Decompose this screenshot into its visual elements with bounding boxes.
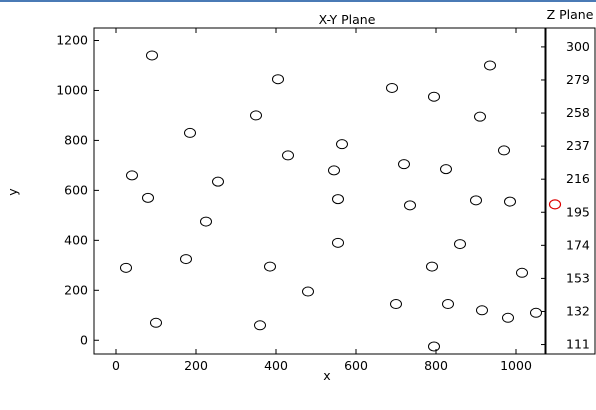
data-point (470, 195, 482, 206)
z-tick-label: 174 (566, 237, 590, 252)
data-point (504, 196, 516, 207)
xy-axes: 0 200 400 600 800 1000 0 200 400 600 800 1000 1200 (56, 28, 532, 373)
data-point (476, 305, 488, 316)
data-point (336, 139, 348, 150)
y-tick-label: 600 (64, 182, 88, 197)
data-point (264, 261, 276, 272)
z-title: Z Plane (547, 7, 594, 22)
data-point (150, 317, 162, 328)
xy-plot-frame (93, 27, 547, 355)
data-point (328, 165, 340, 176)
data-point (120, 262, 132, 273)
z-points (548, 199, 562, 210)
y-tick-label: 0 (80, 332, 88, 347)
data-point (530, 307, 542, 318)
y-tick-label: 800 (64, 132, 88, 147)
x-tick-label: 600 (344, 358, 368, 373)
data-point (516, 267, 528, 278)
window-top-border (0, 0, 596, 2)
data-point (250, 110, 262, 121)
data-point (454, 239, 466, 250)
z-axes: 300 279 258 237 216 195 174 153 132 111 (541, 39, 590, 352)
xy-title: X-Y Plane (319, 12, 376, 27)
z-plot-frame (544, 27, 596, 355)
x-tick-label: 0 (112, 358, 120, 373)
y-tick-label: 200 (64, 282, 88, 297)
z-tick-label: 132 (566, 303, 590, 318)
data-point (180, 254, 192, 265)
x-tick-label: 200 (184, 358, 208, 373)
data-point (212, 176, 224, 187)
data-point (426, 261, 438, 272)
data-point (440, 164, 452, 175)
data-point (142, 192, 154, 203)
z-tick-label: 258 (566, 105, 590, 120)
data-point (428, 341, 440, 352)
data-point (272, 74, 284, 85)
data-point (502, 312, 514, 323)
data-point (146, 50, 158, 61)
data-point (200, 216, 212, 227)
z-tick-label: 153 (566, 270, 590, 285)
x-axis-label: x (323, 368, 330, 383)
data-point (404, 200, 416, 211)
z-tick-label: 216 (566, 171, 590, 186)
z-tick-label: 237 (566, 138, 590, 153)
y-axis-label: y (5, 188, 20, 196)
data-point (282, 150, 294, 161)
data-point (332, 194, 344, 205)
data-point (398, 159, 410, 170)
data-point (474, 111, 486, 122)
data-point (302, 286, 314, 297)
data-point (184, 127, 196, 138)
data-point (442, 299, 454, 310)
data-point (484, 60, 496, 71)
data-point (254, 320, 266, 331)
z-tick-label: 111 (566, 337, 590, 352)
z-tick-label: 195 (566, 204, 590, 219)
y-tick-label: 1000 (56, 82, 88, 97)
data-point (386, 82, 398, 93)
y-tick-label: 400 (64, 232, 88, 247)
data-point (332, 237, 344, 248)
data-point (498, 145, 510, 156)
data-point (126, 170, 138, 181)
z-tick-label: 279 (566, 72, 590, 87)
y-tick-label: 1200 (56, 32, 88, 47)
z-tick-label: 300 (566, 39, 590, 54)
xy-points (120, 50, 542, 352)
z-data-point (548, 199, 562, 210)
data-point (428, 91, 440, 102)
x-tick-label: 1000 (500, 358, 532, 373)
x-tick-label: 800 (424, 358, 448, 373)
x-tick-label: 400 (264, 358, 288, 373)
data-point (390, 299, 402, 310)
